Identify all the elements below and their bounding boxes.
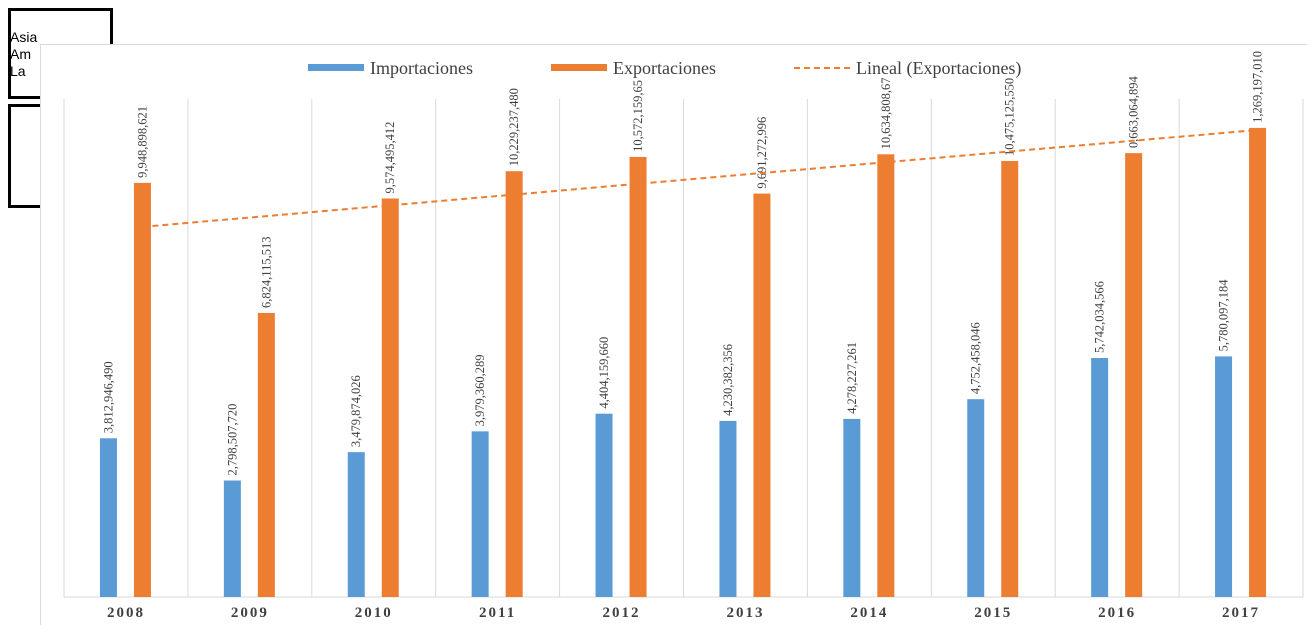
exportaciones-bar-2009: [257, 312, 275, 597]
x-tick-label: 2012: [603, 605, 641, 621]
exportaciones-data-label: 6,824,115,513: [259, 237, 273, 308]
importaciones-data-label: 3,479,874,026: [349, 375, 363, 447]
background-label-asia: Asia: [10, 29, 38, 45]
importaciones-data-label: 3,812,946,490: [101, 361, 115, 433]
importaciones-bar-2010: [347, 452, 365, 597]
importaciones-bar-2008: [99, 438, 117, 597]
legend-lineal-exportaciones-label: Lineal (Exportaciones): [856, 58, 1021, 79]
x-tick-label: 2008: [107, 605, 145, 621]
exportaciones-bar-2015: [1001, 160, 1019, 597]
x-tick-label: 2017: [1222, 605, 1260, 621]
trendline-exportaciones: [142, 128, 1258, 228]
exportaciones-bar-2008: [133, 182, 151, 597]
importaciones-bar-2014: [843, 418, 861, 597]
exportaciones-data-label: 10,475,125,550: [1003, 78, 1017, 156]
x-tick-label: 2016: [1098, 605, 1136, 621]
importaciones-bar-2017: [1215, 356, 1233, 597]
x-tick-label: 2013: [726, 605, 764, 621]
legend-exportaciones-label: Exportaciones: [613, 58, 716, 78]
importaciones-bar-2011: [471, 431, 489, 597]
exportaciones-data-label: 10,572,159,65: [631, 80, 645, 152]
legend-exportaciones-swatch: [551, 64, 607, 71]
chart-svg: 3,812,946,490 2,798,507,720 3,479,874,026 3…: [63, 51, 1304, 621]
legend-importaciones-swatch: [308, 64, 364, 71]
importaciones-bar-2015: [967, 399, 985, 597]
exportaciones-bar-2012: [629, 156, 647, 598]
importaciones-bar-2012: [595, 413, 613, 597]
exportaciones-data-label: 9,948,898,621: [135, 106, 149, 178]
importaciones-data-label: 4,404,159,660: [597, 337, 611, 409]
exportaciones-data-label: 0,663,064,894: [1127, 76, 1141, 149]
chart-panel: 3,812,946,490 2,798,507,720 3,479,874,026 3…: [40, 44, 1307, 625]
importaciones-bar-2016: [1091, 357, 1109, 597]
importaciones-data-label: 3,979,360,289: [473, 354, 487, 426]
exportaciones-bar-2010: [381, 198, 399, 597]
x-tick-label: 2010: [355, 605, 393, 621]
importaciones-data-label: 5,780,097,184: [1217, 279, 1231, 352]
exportaciones-bar-2014: [877, 154, 895, 597]
exportaciones-bar-2016: [1125, 153, 1143, 597]
importaciones-data-label: 5,742,034,566: [1093, 281, 1107, 353]
exportaciones-data-label: 10,634,808,67: [879, 77, 893, 149]
importaciones-data-label: 4,278,227,261: [845, 342, 859, 414]
x-tick-label: 2009: [231, 605, 269, 621]
exportaciones-bar-2017: [1249, 127, 1267, 598]
legend-importaciones-label: Importaciones: [370, 58, 473, 78]
exportaciones-bar-2013: [753, 193, 771, 597]
x-tick-label: 2015: [974, 605, 1012, 621]
exportaciones-bar-2011: [505, 171, 523, 597]
exportaciones-data-label: 9,691,272,996: [755, 117, 769, 189]
background-label-la: La: [10, 63, 26, 79]
exportaciones-data-label: 10,229,237,480: [507, 88, 521, 166]
x-tick-label: 2011: [479, 605, 516, 621]
importaciones-data-label: 4,752,458,046: [969, 322, 983, 394]
background-label-am: Am: [10, 46, 31, 62]
x-tick-label: 2014: [850, 605, 888, 621]
exportaciones-data-label: 1,269,197,010: [1251, 51, 1265, 123]
exportaciones-data-label: 9,574,495,412: [383, 122, 397, 194]
importaciones-data-label: 4,230,382,356: [721, 344, 735, 416]
importaciones-bar-2013: [719, 420, 737, 597]
importaciones-bar-2009: [223, 480, 241, 597]
importaciones-data-label: 2,798,507,720: [225, 404, 239, 476]
